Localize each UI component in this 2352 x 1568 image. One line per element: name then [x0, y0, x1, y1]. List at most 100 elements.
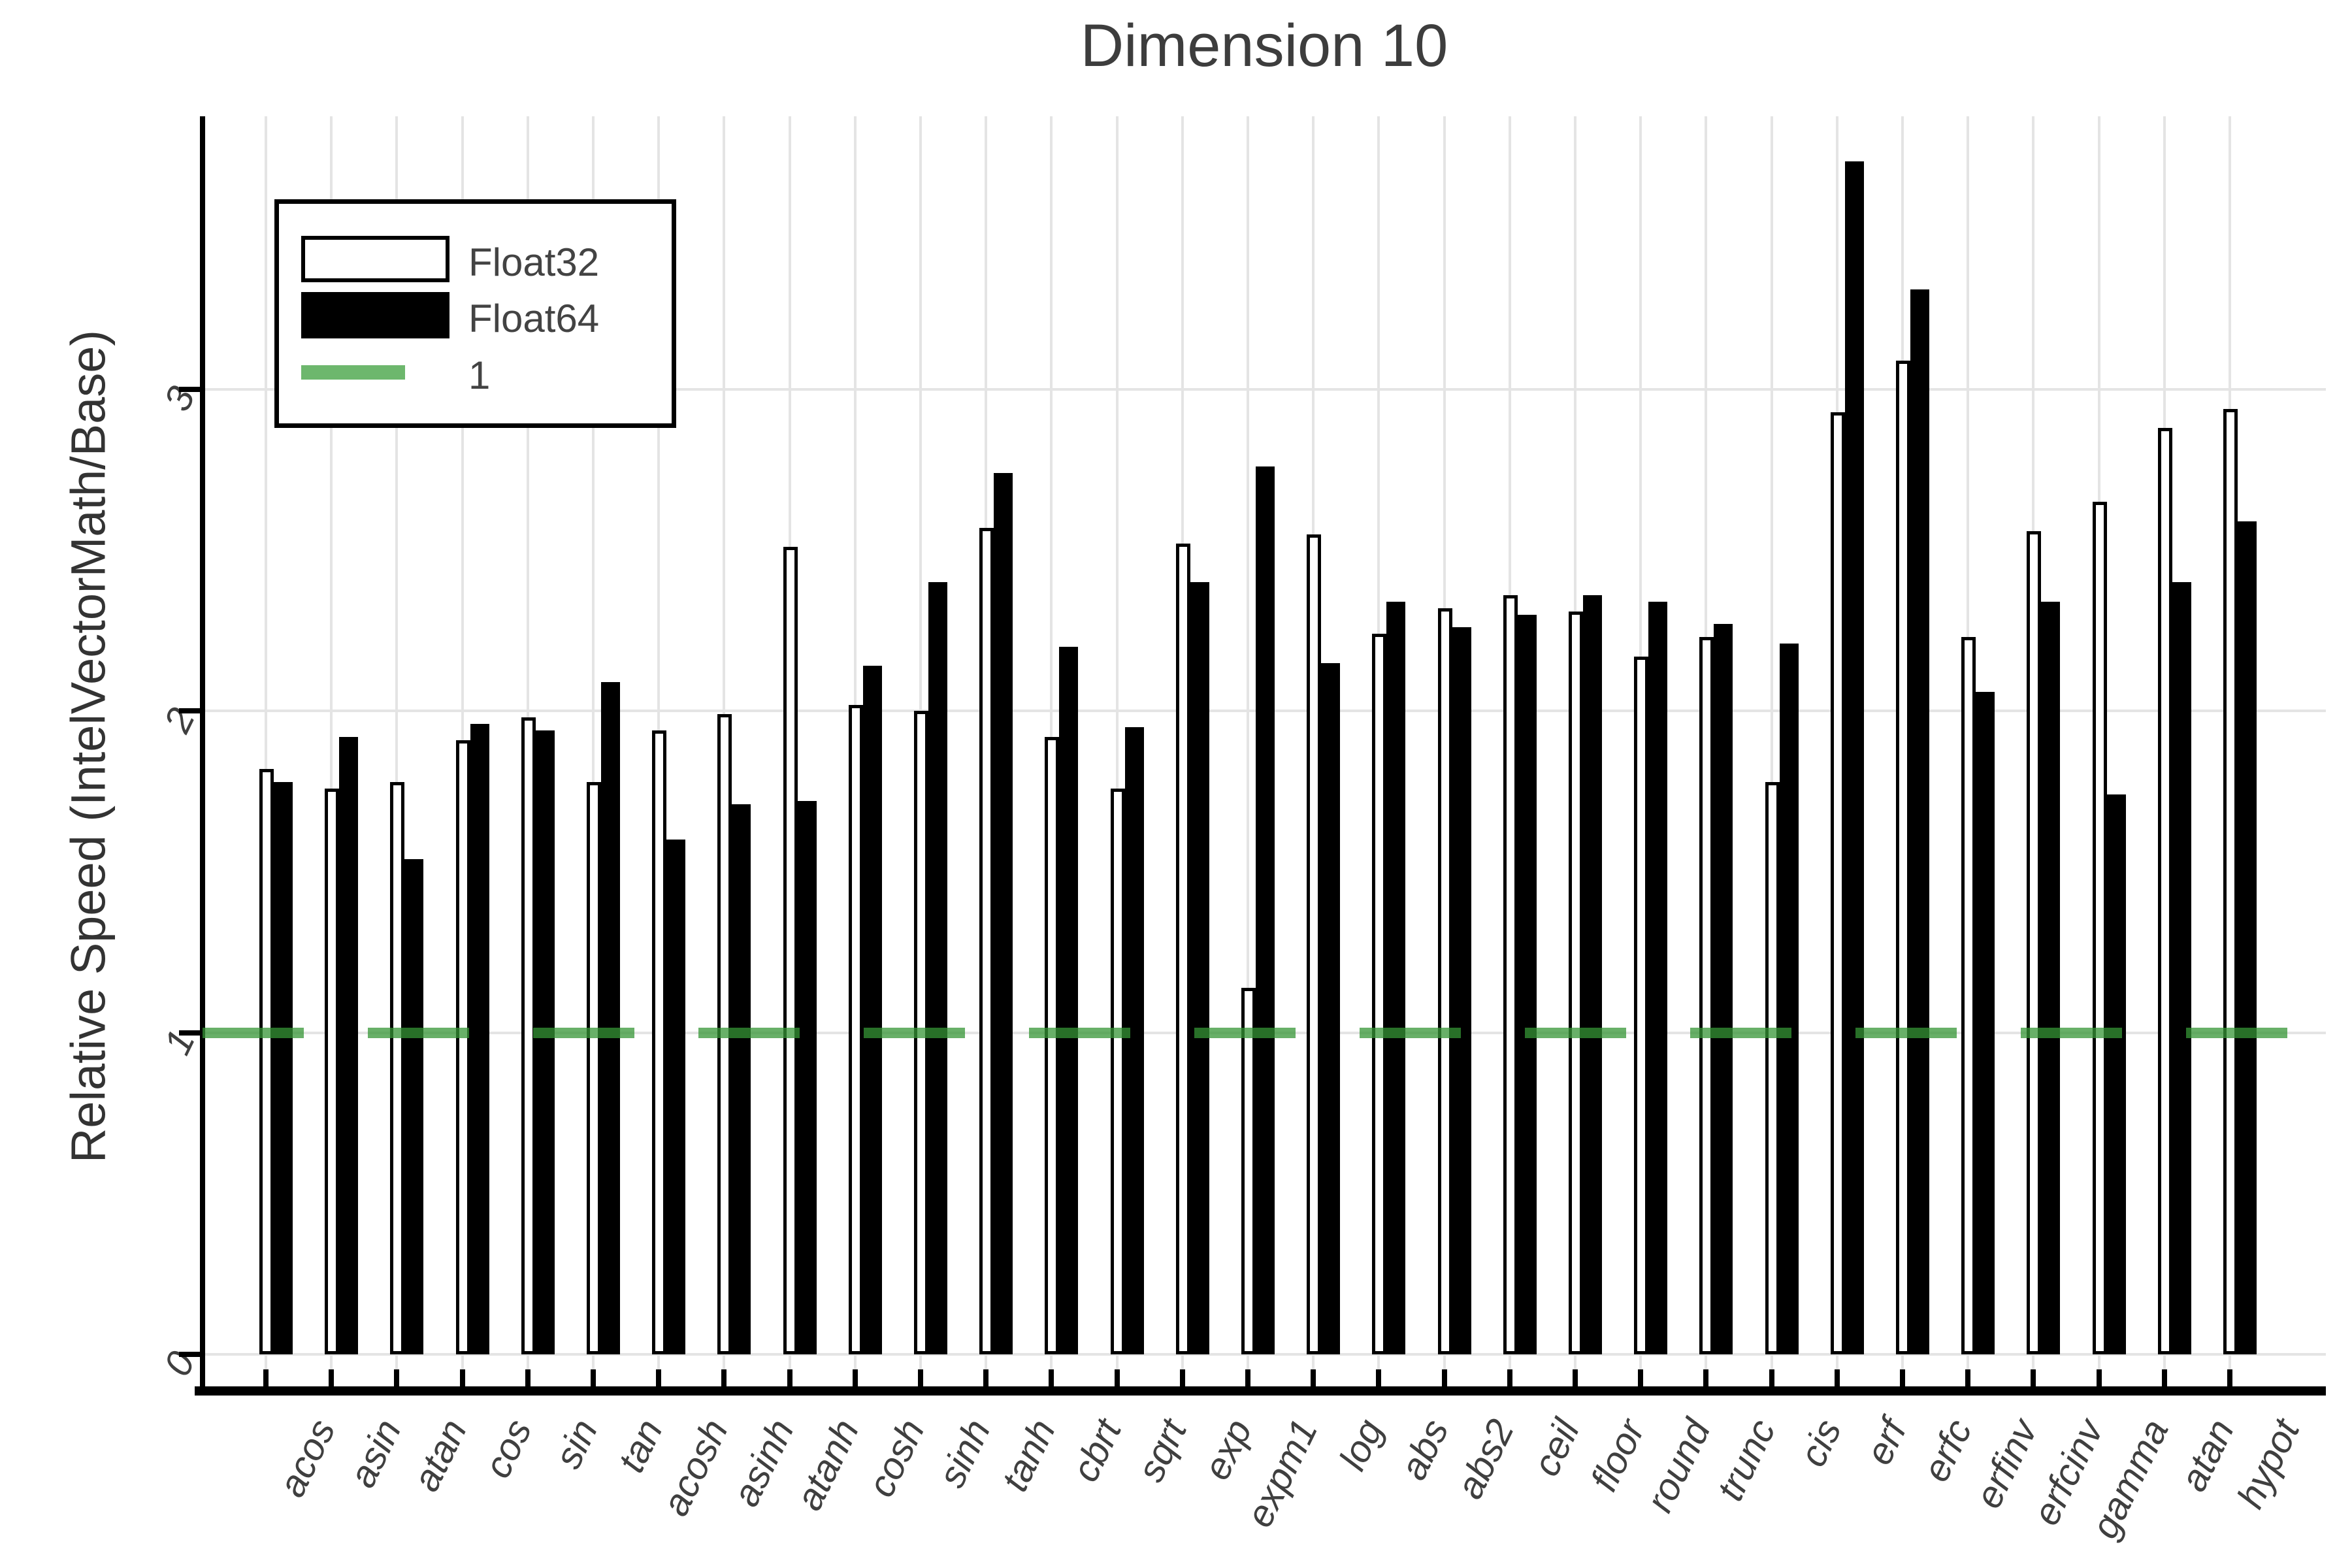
bar-float32-erfinv [1961, 637, 1976, 1354]
v-gridline-sqrt [1115, 116, 1119, 1386]
refline-segment [1690, 1027, 1791, 1038]
bar-float32-cis [1765, 781, 1780, 1354]
refline-segment [1855, 1027, 1957, 1038]
bar-float32-atan [2157, 428, 2172, 1354]
x-tick-acos [263, 1369, 269, 1386]
x-tick-label-abs2: abs2 [1448, 1413, 1522, 1505]
x-tick-label-sinh: sinh [930, 1413, 999, 1494]
bar-float32-exp [1175, 544, 1190, 1354]
x-tick-label-atan: atan [404, 1413, 475, 1498]
bar-float64-sinh [928, 582, 947, 1354]
x-tick-cosh [852, 1369, 858, 1386]
bar-float32-erfcinv [2027, 531, 2042, 1354]
bar-float64-exp [1190, 582, 1209, 1354]
x-tick-hypot [2227, 1369, 2232, 1386]
bar-float64-cbrt [1059, 646, 1079, 1354]
refline-segment [368, 1027, 469, 1038]
h-gridline-3 [203, 388, 2326, 391]
bar-float64-tan [601, 682, 620, 1354]
bar-float64-expm1 [1256, 466, 1275, 1354]
v-gridline-cis [1770, 116, 1773, 1386]
bar-float64-ceil [1517, 614, 1537, 1354]
x-tick-exp [1179, 1369, 1185, 1386]
bar-float64-cosh [862, 666, 882, 1354]
x-tick-label-log: log [1331, 1413, 1392, 1477]
bar-float32-atan [390, 781, 405, 1354]
x-tick-label-erf: erf [1857, 1413, 1916, 1471]
y-tick-2 [179, 708, 203, 714]
bar-float32-floor [1569, 611, 1583, 1354]
y-tick-label-3: 3 [155, 380, 203, 418]
bar-float32-expm1 [1241, 987, 1256, 1354]
x-tick-label-cis: cis [1791, 1413, 1850, 1473]
refline-segment [203, 1027, 304, 1038]
bar-float64-round [1648, 602, 1668, 1354]
bar-float64-gamma [2106, 794, 2126, 1354]
x-tick-gamma [2096, 1369, 2102, 1386]
x-tick-label-exp: exp [1195, 1413, 1261, 1486]
bar-float64-atan [404, 858, 424, 1354]
v-gridline-tan [592, 116, 595, 1386]
x-tick-label-tanh: tanh [993, 1413, 1064, 1498]
bar-float32-hypot [2223, 408, 2238, 1354]
y-tick-label-2: 2 [155, 701, 203, 740]
y-tick-3 [179, 387, 203, 393]
x-tick-acosh [656, 1369, 662, 1386]
v-gridline-acos [265, 116, 267, 1386]
bar-float32-asin [325, 788, 340, 1354]
x-tick-sin [525, 1369, 531, 1386]
x-tick-asinh [721, 1369, 727, 1386]
bar-float64-acosh [666, 840, 686, 1354]
v-gridline-atan [395, 116, 399, 1386]
chart-title: Dimension 10 [1080, 12, 1448, 79]
bar-float64-sqrt [1124, 727, 1144, 1354]
x-tick-label-cbrt: cbrt [1063, 1413, 1130, 1488]
legend-label-float32: Float32 [468, 240, 600, 284]
legend-box: Float32 Float64 1 [274, 199, 676, 428]
bar-float32-trunc [1699, 637, 1714, 1354]
bar-float64-abs [1386, 602, 1406, 1354]
legend-refline-swatch [301, 365, 405, 380]
x-tick-asin [329, 1369, 335, 1386]
bar-float64-acos [274, 781, 293, 1354]
y-tick-label-0: 0 [155, 1345, 203, 1383]
x-tick-erf [1834, 1369, 1840, 1386]
refline-segment [1525, 1027, 1626, 1038]
v-gridline-expm1 [1247, 116, 1249, 1386]
refline-segment [2021, 1027, 2122, 1038]
x-tick-cis [1769, 1369, 1774, 1386]
x-tick-label-sqrt: sqrt [1129, 1413, 1195, 1488]
x-tick-label-cos: cos [476, 1413, 540, 1485]
x-tick-label-sin: sin [546, 1413, 606, 1475]
refline-segment [1194, 1027, 1296, 1038]
x-tick-ceil [1507, 1369, 1512, 1386]
bar-float32-cbrt [1045, 736, 1060, 1354]
bar-float32-cosh [848, 704, 863, 1354]
refline-segment [1360, 1027, 1461, 1038]
y-axis-line [200, 116, 205, 1396]
x-tick-abs2 [1441, 1369, 1447, 1386]
x-tick-tan [591, 1369, 596, 1386]
refline-segment [698, 1027, 800, 1038]
y-tick-0 [179, 1352, 203, 1357]
x-tick-label-tan: tan [610, 1413, 672, 1479]
legend-swatch-float32 [301, 236, 449, 282]
bar-float64-sin [535, 730, 555, 1354]
bar-float32-tanh [979, 527, 994, 1354]
bar-float64-log [1321, 662, 1341, 1354]
x-tick-sqrt [1114, 1369, 1120, 1386]
refline-segment [1029, 1027, 1130, 1038]
x-tick-erfc [1900, 1369, 1905, 1386]
y-tick-label-1: 1 [155, 1023, 203, 1061]
bar-float32-acosh [652, 730, 667, 1354]
x-tick-trunc [1703, 1369, 1709, 1386]
x-tick-label-abs: abs [1392, 1413, 1457, 1486]
x-tick-tanh [983, 1369, 989, 1386]
x-tick-atan [394, 1369, 400, 1386]
x-tick-atan [2161, 1369, 2167, 1386]
x-tick-cos [459, 1369, 465, 1386]
bar-float32-erfc [1896, 360, 1910, 1354]
refline-segment [2186, 1027, 2287, 1038]
x-tick-label-trunc: trunc [1708, 1413, 1784, 1507]
bar-float64-asin [339, 736, 359, 1354]
